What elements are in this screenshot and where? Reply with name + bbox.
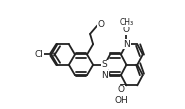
Text: N: N bbox=[123, 40, 130, 49]
Text: O: O bbox=[97, 20, 104, 29]
Text: CH₃: CH₃ bbox=[119, 18, 133, 27]
Text: N: N bbox=[101, 71, 108, 80]
Text: S: S bbox=[102, 60, 107, 69]
Text: O: O bbox=[123, 25, 130, 34]
Text: Cl: Cl bbox=[34, 50, 43, 59]
Text: OH: OH bbox=[114, 96, 128, 105]
Text: O: O bbox=[117, 85, 125, 94]
